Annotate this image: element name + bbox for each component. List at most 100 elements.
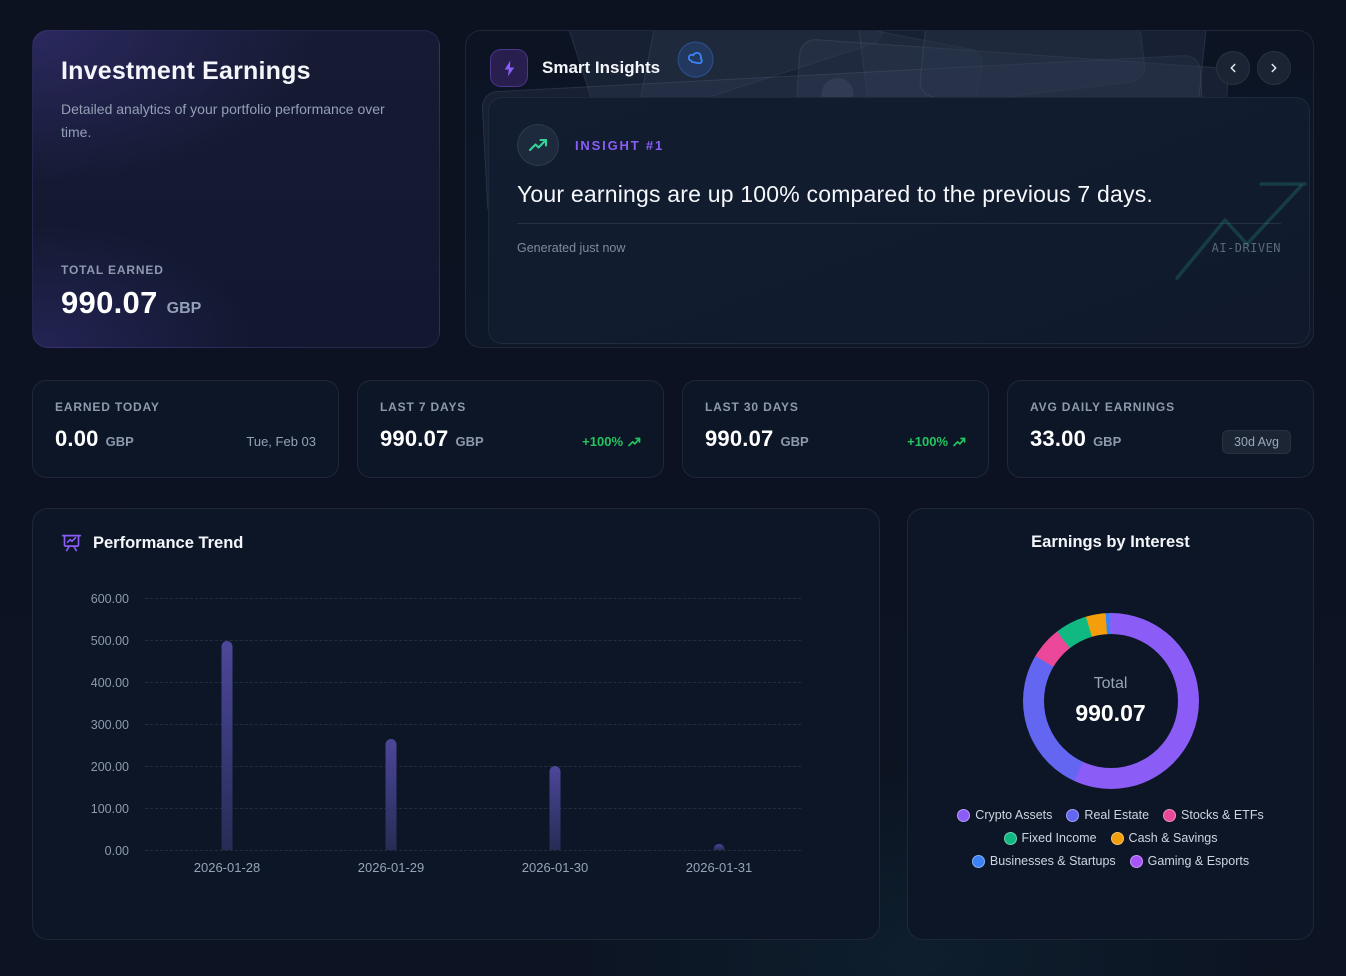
trending-up-icon <box>953 437 966 446</box>
prev-insight-button[interactable] <box>1216 51 1250 85</box>
trending-up-icon <box>628 437 641 446</box>
divider <box>517 223 1281 224</box>
presentation-chart-icon <box>61 534 82 552</box>
legend-item-stocks-etfs[interactable]: Stocks & ETFs <box>1163 808 1264 822</box>
legend-item-gaming-esports[interactable]: Gaming & Esports <box>1129 854 1250 868</box>
legend-dot <box>1066 808 1080 822</box>
stat-card-last-30-days: LAST 30 DAYS 990.07 GBP +100% <box>682 380 989 478</box>
stat-currency: GBP <box>780 434 809 449</box>
decorative-card <box>636 31 986 180</box>
legend-item-cash-savings[interactable]: Cash & Savings <box>1110 831 1218 845</box>
bar-2026-01-28 <box>221 641 233 850</box>
insight-timestamp: Generated just now <box>517 241 626 255</box>
legend-item-fixed-income[interactable]: Fixed Income <box>1003 831 1097 845</box>
stats-row: EARNED TODAY 0.00 GBP Tue, Feb 03 LAST 7… <box>32 380 1314 478</box>
insight-headline: Your earnings are up 100% compared to th… <box>517 181 1153 207</box>
performance-trend-card: Performance Trend 600.00 500.00 400.00 300.… <box>32 508 880 940</box>
gridline: 200.00 <box>91 760 801 774</box>
gridline: 0.00 <box>105 844 801 858</box>
legend-label: Cash & Savings <box>1128 831 1218 845</box>
trending-up-icon <box>517 124 559 166</box>
bar-chart-title: Performance Trend <box>93 534 244 552</box>
legend-label: Real Estate <box>1084 808 1150 822</box>
investment-earnings-card: Investment Earnings Detailed analytics o… <box>32 30 440 348</box>
donut-legend: Crypto Assets Real Estate Stocks & ETFs Fix… <box>928 808 1293 868</box>
y-axis-tick: 400.00 <box>90 676 129 690</box>
stat-label: EARNED TODAY <box>55 400 160 414</box>
legend-label: Stocks & ETFs <box>1181 808 1264 822</box>
stat-label: LAST 7 DAYS <box>380 400 467 414</box>
bar-chart-x-axis: 2026-01-28 2026-01-29 2026-01-30 2026-01-31 <box>145 860 801 875</box>
x-axis-tick: 2026-01-30 <box>521 860 589 875</box>
stat-change-positive: +100% <box>582 434 641 449</box>
insights-decoration-layer <box>466 31 1313 347</box>
insights-header: Smart Insights <box>466 31 1313 87</box>
y-axis-tick: 600.00 <box>90 592 129 606</box>
stat-currency: GBP <box>455 434 484 449</box>
gridline: 600.00 <box>91 592 801 606</box>
lightning-icon <box>490 49 528 87</box>
legend-item-real-estate[interactable]: Real Estate <box>1066 808 1149 822</box>
legend-label: Businesses & Startups <box>989 854 1116 868</box>
stat-card-earned-today: EARNED TODAY 0.00 GBP Tue, Feb 03 <box>32 380 339 478</box>
y-axis-tick: 200.00 <box>90 760 129 774</box>
stat-change-text: +100% <box>582 434 623 449</box>
donut-center-label: Total <box>1093 675 1128 692</box>
total-earned-block: TOTAL EARNED 990.07 GBP <box>61 263 411 321</box>
gridline: 400.00 <box>91 676 801 690</box>
insight-number-badge: INSIGHT #1 <box>575 137 664 153</box>
earnings-by-interest-card: Earnings by Interest Total 990.07 Crypto… <box>907 508 1314 940</box>
next-insight-button[interactable] <box>1257 51 1291 85</box>
y-axis-tick: 100.00 <box>90 802 129 816</box>
stat-date: Tue, Feb 03 <box>246 434 316 449</box>
x-axis-tick: 2026-01-31 <box>685 860 753 875</box>
stat-value: 33.00 <box>1030 426 1087 451</box>
stat-currency: GBP <box>105 434 134 449</box>
stat-currency: GBP <box>1093 434 1122 449</box>
total-earned-value: 990.07 <box>61 285 158 320</box>
stat-value: 0.00 <box>55 426 99 451</box>
donut-center: Total 990.07 <box>1043 634 1178 768</box>
page-subtitle: Detailed analytics of your portfolio per… <box>61 101 385 141</box>
legend-dot <box>971 854 985 868</box>
smart-insights-card: Smart Insights <box>465 30 1314 348</box>
legend-item-crypto-assets[interactable]: Crypto Assets <box>957 808 1052 822</box>
stat-value: 990.07 <box>705 426 774 451</box>
chevron-left-icon <box>1230 63 1236 73</box>
x-axis-tick: 2026-01-28 <box>193 860 261 875</box>
y-axis-tick: 0.00 <box>104 844 129 858</box>
x-axis-tick: 2026-01-29 <box>357 860 425 875</box>
gridline: 100.00 <box>91 802 801 816</box>
legend-item-businesses-startups[interactable]: Businesses & Startups <box>971 854 1116 868</box>
stat-label: LAST 30 DAYS <box>705 400 799 414</box>
bar-chart-plot: 600.00 500.00 400.00 300.00 200.00 100.00 0.00 <box>91 592 801 858</box>
gridline: 500.00 <box>91 634 801 648</box>
gridline: 300.00 <box>91 718 801 732</box>
cloud-icon <box>687 51 703 65</box>
decorative-circle-icon <box>674 38 717 81</box>
stat-value: 990.07 <box>380 426 449 451</box>
total-earned-currency: GBP <box>166 300 202 317</box>
total-earned-label: TOTAL EARNED <box>61 263 164 277</box>
legend-dot <box>1003 831 1017 845</box>
bar-2026-01-29 <box>385 739 397 850</box>
stat-change-text: +100% <box>907 434 948 449</box>
legend-label: Gaming & Esports <box>1147 854 1250 868</box>
legend-dot <box>1110 831 1124 845</box>
stat-badge: 30d Avg <box>1222 430 1291 454</box>
legend-label: Fixed Income <box>1021 831 1097 845</box>
y-axis-tick: 500.00 <box>90 634 129 648</box>
charts-row: Performance Trend 600.00 500.00 400.00 300.… <box>32 508 1314 940</box>
legend-dot <box>1163 808 1177 822</box>
ai-driven-tag: AI-DRIVEN <box>1211 241 1281 255</box>
page-title: Investment Earnings <box>61 57 311 85</box>
donut-center-value: 990.07 <box>1075 700 1146 726</box>
legend-label: Crypto Assets <box>975 808 1053 822</box>
chevron-right-icon <box>1271 63 1277 73</box>
decorative-sparkline-icon <box>1175 182 1307 280</box>
bar-2026-01-31 <box>713 843 725 850</box>
insight-navigation <box>1216 51 1291 85</box>
stat-card-avg-daily: AVG DAILY EARNINGS 33.00 GBP 30d Avg <box>1007 380 1314 478</box>
insights-title: Smart Insights <box>542 58 661 77</box>
insight-panel: INSIGHT #1 Your earnings are up 100% com… <box>488 97 1310 344</box>
